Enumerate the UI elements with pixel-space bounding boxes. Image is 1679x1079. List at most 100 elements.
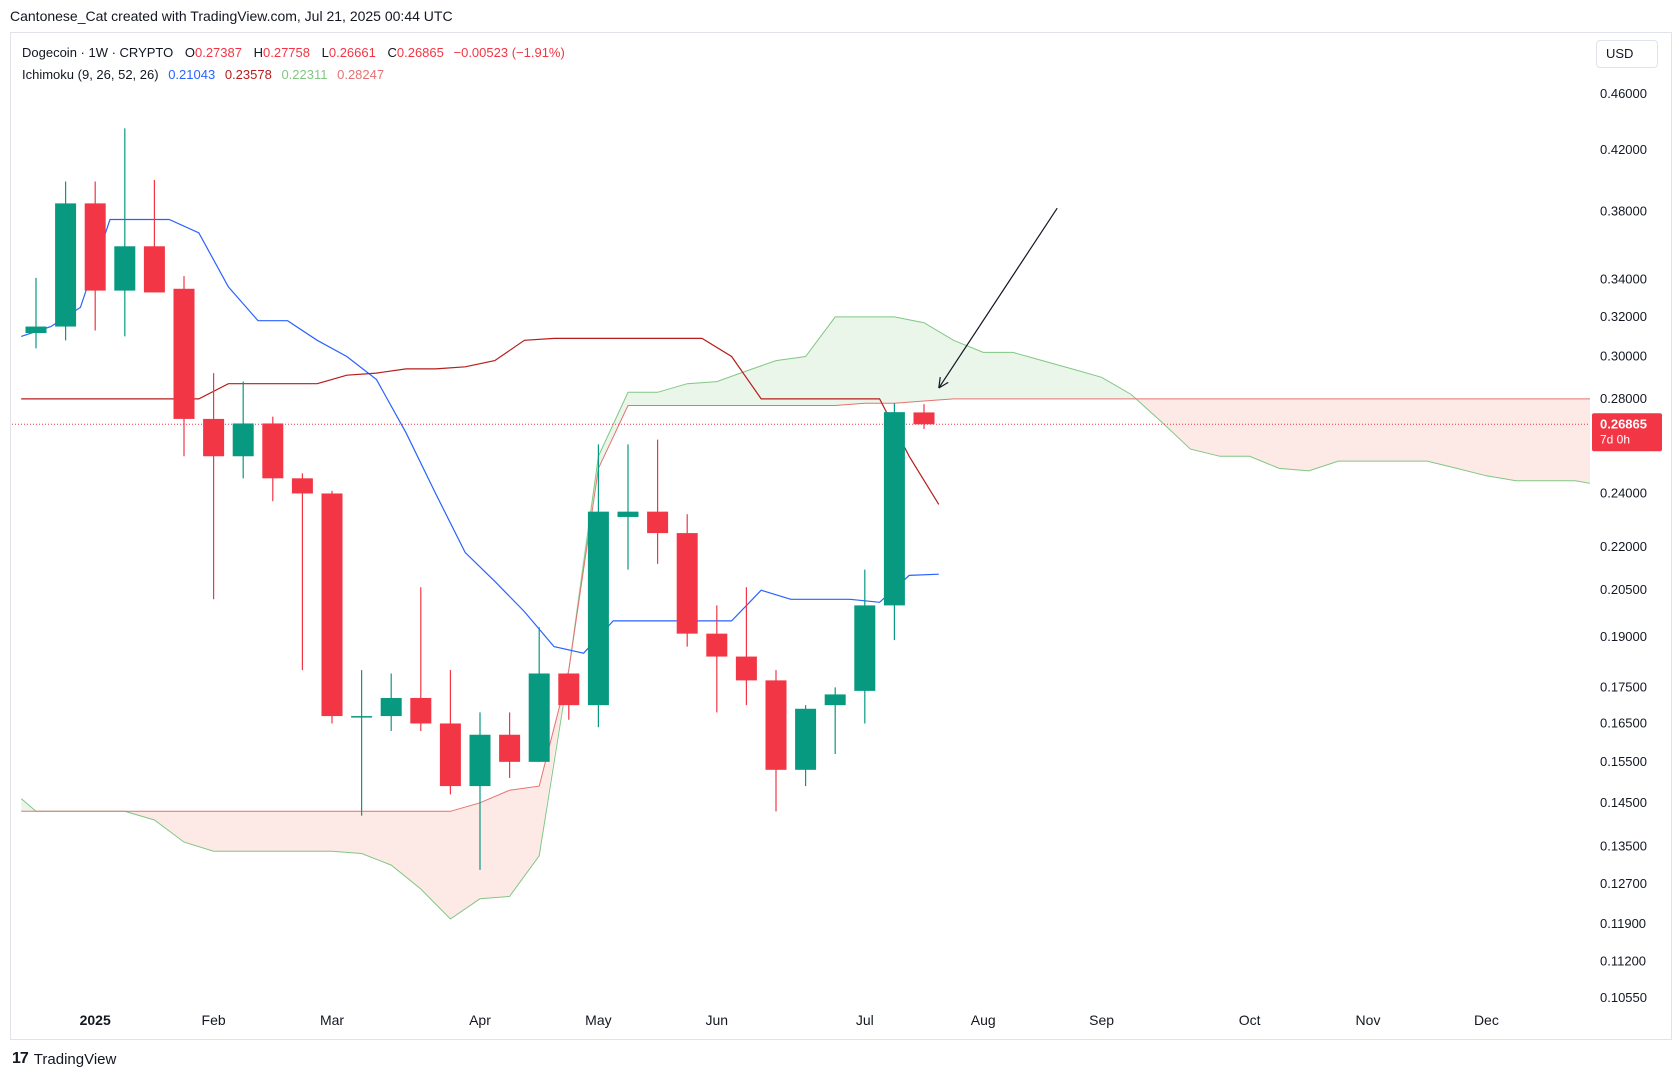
price-tick-label: 0.11200 [1600, 953, 1646, 968]
candle [232, 381, 254, 479]
candle-body [676, 533, 698, 634]
candle [765, 670, 787, 812]
candle [528, 627, 550, 762]
cloud-bearish-area [132, 670, 569, 919]
price-tick-label: 0.34000 [1600, 272, 1647, 287]
candle-body [883, 412, 905, 606]
price-tick-label: 0.14500 [1600, 795, 1647, 810]
candles [25, 128, 935, 870]
ichimoku-lines [21, 218, 940, 654]
candle-body [143, 246, 165, 293]
arrow-head [938, 381, 949, 389]
candle [380, 673, 402, 731]
candle [587, 444, 609, 728]
kijun-line [21, 337, 940, 505]
price-tick-label: 0.20500 [1600, 582, 1647, 597]
price-tick-label: 0.24000 [1600, 485, 1647, 500]
span-a-value: 0.22311 [281, 67, 328, 82]
close-label: C [387, 45, 397, 60]
price-tick-label: 0.16500 [1600, 715, 1647, 730]
candle [25, 277, 47, 349]
candle [291, 473, 313, 671]
time-tick-label: Jun [706, 1012, 729, 1028]
span-b-value: 0.28247 [337, 67, 385, 82]
candle [706, 605, 728, 713]
candle-body [706, 633, 728, 657]
close-value: 0.26865 [396, 45, 444, 60]
candle [114, 128, 136, 337]
arrow-line [938, 207, 1058, 389]
low-value: 0.26661 [328, 45, 376, 60]
candle-body [587, 511, 609, 706]
candle-body [558, 673, 580, 706]
candle-body [410, 697, 432, 724]
price-tick-label: 0.13500 [1600, 839, 1647, 854]
candle [410, 587, 432, 731]
cloud-bullish-area [568, 316, 1139, 671]
kijun-value: 0.23578 [224, 67, 272, 82]
candle [439, 670, 461, 795]
currency-selector[interactable]: USD [1596, 40, 1658, 68]
indicator-legend-row: Ichimoku (9, 26, 52, 26) 0.21043 0.23578… [22, 64, 565, 86]
time-axis[interactable]: 2025 Feb Mar Apr May Jun Jul Aug Sep Oct Nov Dec [80, 1012, 1499, 1028]
candle [469, 712, 491, 870]
tenkan-value: 0.21043 [168, 67, 216, 82]
candle-body [114, 246, 136, 291]
candle-body [854, 605, 876, 691]
candle [913, 404, 935, 429]
price-tick-label: 0.17500 [1600, 679, 1647, 694]
candle [676, 514, 698, 647]
candle [84, 181, 106, 331]
price-tick-label: 0.42000 [1600, 142, 1647, 157]
high-value: 0.27758 [263, 45, 310, 60]
price-tick-label: 0.46000 [1600, 86, 1647, 101]
indicator-name[interactable]: Ichimoku (9, 26, 52, 26) [22, 67, 159, 82]
price-tick-label: 0.19000 [1600, 629, 1647, 644]
candle-body [765, 680, 787, 770]
candle [735, 587, 757, 706]
candle [558, 673, 580, 720]
candle-body [25, 326, 47, 334]
candle-body [528, 673, 550, 762]
candle-body [735, 656, 757, 681]
candle-body [232, 423, 254, 457]
candle-body [291, 478, 313, 494]
tradingview-logo-icon: 17 [12, 1050, 29, 1067]
candle [55, 181, 77, 341]
open-value: 0.27387 [194, 45, 242, 60]
symbol-name[interactable]: Dogecoin · 1W · CRYPTO [22, 45, 174, 60]
candle [795, 705, 817, 787]
price-tick-label: 0.22000 [1600, 539, 1647, 554]
time-tick-label: Aug [971, 1012, 996, 1028]
candle-body [351, 716, 373, 718]
candle-body [469, 734, 491, 787]
senkou-span-b-line [21, 398, 1590, 812]
price-tick-label: 0.11900 [1600, 916, 1646, 931]
price-tick-label: 0.12700 [1600, 876, 1647, 891]
candle-body [824, 694, 846, 706]
candle-body [84, 203, 106, 291]
time-tick-label: Nov [1356, 1012, 1381, 1028]
symbol-legend-row: Dogecoin · 1W · CRYPTO O0.27387 H0.27758… [22, 42, 565, 64]
candle-body [617, 511, 639, 517]
chart-credit: Cantonese_Cat created with TradingView.c… [10, 8, 453, 24]
candle-body [913, 412, 935, 425]
time-tick-label: Feb [202, 1012, 226, 1028]
price-axis[interactable]: 0.46000 0.42000 0.38000 0.34000 0.32000 0.300… [1592, 86, 1662, 1005]
candle-body [262, 423, 284, 479]
candle-body [795, 708, 817, 770]
time-tick-label: Dec [1474, 1012, 1499, 1028]
time-tick-label: 2025 [80, 1012, 111, 1028]
time-tick-label: Oct [1239, 1012, 1261, 1028]
time-tick-label: Jul [856, 1012, 874, 1028]
price-tick-label: 0.15500 [1600, 754, 1647, 769]
candle [883, 403, 905, 641]
candle-body [321, 493, 343, 717]
high-label: H [253, 45, 263, 60]
ichimoku-cloud [20, 316, 1591, 920]
candle-body [647, 511, 669, 534]
last-price-label: 0.26865 [1600, 416, 1647, 431]
candle-body [439, 723, 461, 787]
candle [173, 276, 195, 457]
